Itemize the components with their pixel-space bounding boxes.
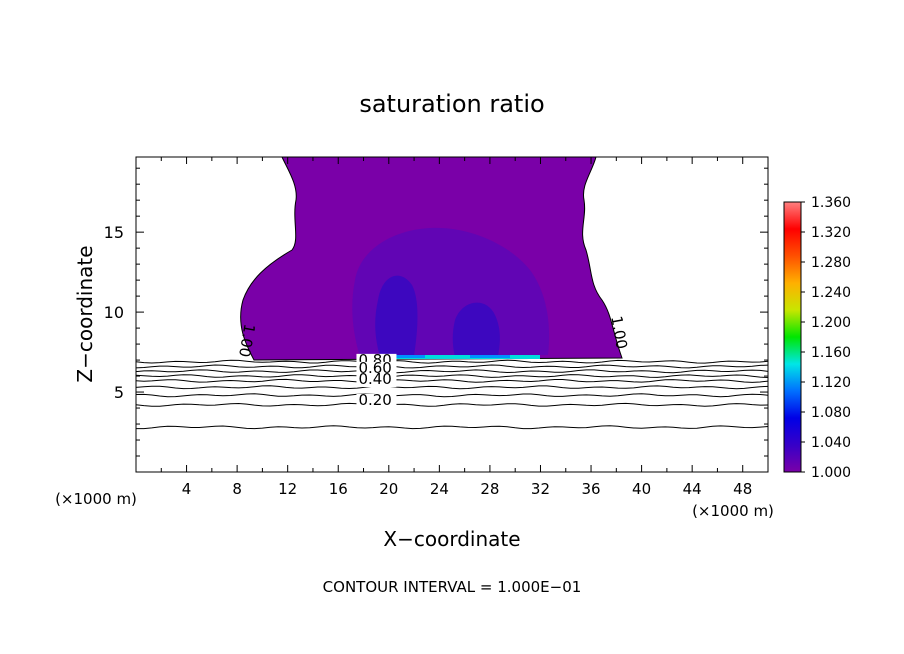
x-axis-label: X−coordinate (383, 527, 520, 551)
colorbar-tick-label: 1.120 (811, 375, 851, 391)
contour-label: 1.00 (607, 314, 631, 350)
x-ticks: 4 8 12 16 20 24 28 32 36 40 44 48 (160, 157, 752, 498)
contour-label-bg (356, 373, 397, 388)
y-tick-label: 10 (104, 303, 124, 322)
cloud-max-band-core-2 (470, 355, 510, 358)
contour-line (135, 364, 769, 369)
x-tick-label: 48 (733, 480, 752, 498)
x-tick-label: 40 (632, 480, 651, 498)
x-tick-label: 32 (531, 480, 550, 498)
contour-lines (135, 359, 769, 430)
plot-area: 1.00 1.000.800.600.400.20 4 8 12 16 20 24 28 32 3… (104, 156, 769, 498)
contour-line (136, 425, 769, 430)
colorbar: 1.000 1.040 1.080 1.120 1.160 1.200 1.240 1.280… (783, 195, 851, 481)
colorbar-tick-label: 1.000 (811, 465, 851, 481)
chart-title: saturation ratio (359, 90, 544, 118)
contour-label: 0.60 (358, 359, 391, 377)
cloud-fill-core-left (375, 275, 418, 357)
cloud-max-band-core (395, 355, 425, 358)
colorbar-tick-label: 1.280 (811, 255, 851, 271)
colorbar-tick-label: 1.160 (811, 345, 851, 361)
contour-interval-note: CONTOUR INTERVAL = 1.000E−01 (323, 578, 582, 596)
x-tick-label: 4 (182, 480, 192, 498)
cloud-region (240, 156, 623, 361)
contour-line (135, 369, 769, 374)
contour-line (135, 359, 769, 364)
x-tick-label: 24 (430, 480, 449, 498)
contour-label: 0.20 (358, 391, 391, 409)
contour-label-bg (356, 361, 397, 376)
x-tick-label: 20 (379, 480, 398, 498)
colorbar-gradient (784, 202, 801, 472)
contour-line (135, 374, 769, 379)
y-ticks: 5 10 15 (104, 167, 768, 457)
x-tick-label: 8 (232, 480, 242, 498)
colorbar-tick-label: 1.240 (811, 285, 851, 301)
x-tick-label: 36 (581, 480, 600, 498)
colorbar-tick-label: 1.200 (811, 315, 851, 331)
y-axis-label: Z−coordinate (73, 245, 97, 382)
colorbar-tick-label: 1.040 (811, 435, 851, 451)
x-tick-label: 16 (329, 480, 348, 498)
contour-label: 0.40 (358, 370, 391, 388)
y-tick-label: 15 (104, 223, 124, 242)
colorbar-ticks: 1.000 1.040 1.080 1.120 1.160 1.200 1.240 1.280… (801, 195, 851, 481)
colorbar-tick-label: 1.080 (811, 405, 851, 421)
colorbar-tick-label: 1.360 (811, 195, 851, 211)
contour-line (135, 385, 769, 390)
contour-label-bg (356, 393, 397, 408)
colorbar-frame (783, 201, 802, 473)
x-tick-label: 28 (480, 480, 499, 498)
colorbar-tick-label: 1.320 (811, 225, 851, 241)
colorbar-fill (784, 202, 801, 472)
contour-line (135, 393, 769, 398)
contour-label: 1.00 (235, 323, 259, 359)
cloud-max-band (372, 355, 540, 359)
contour-labels: 1.00 1.000.800.600.400.20 (235, 314, 631, 408)
y-tick-label: 5 (114, 383, 124, 402)
plot-frame (135, 156, 769, 473)
x-tick-label: 12 (278, 480, 297, 498)
contour-line (135, 378, 769, 383)
contour-line (135, 402, 769, 407)
x-tick-label: 44 (683, 480, 702, 498)
x-unit-right: (×1000 m) (692, 502, 774, 520)
x-unit-left: (×1000 m) (55, 490, 137, 508)
cloud-fill-core-right (452, 302, 500, 357)
